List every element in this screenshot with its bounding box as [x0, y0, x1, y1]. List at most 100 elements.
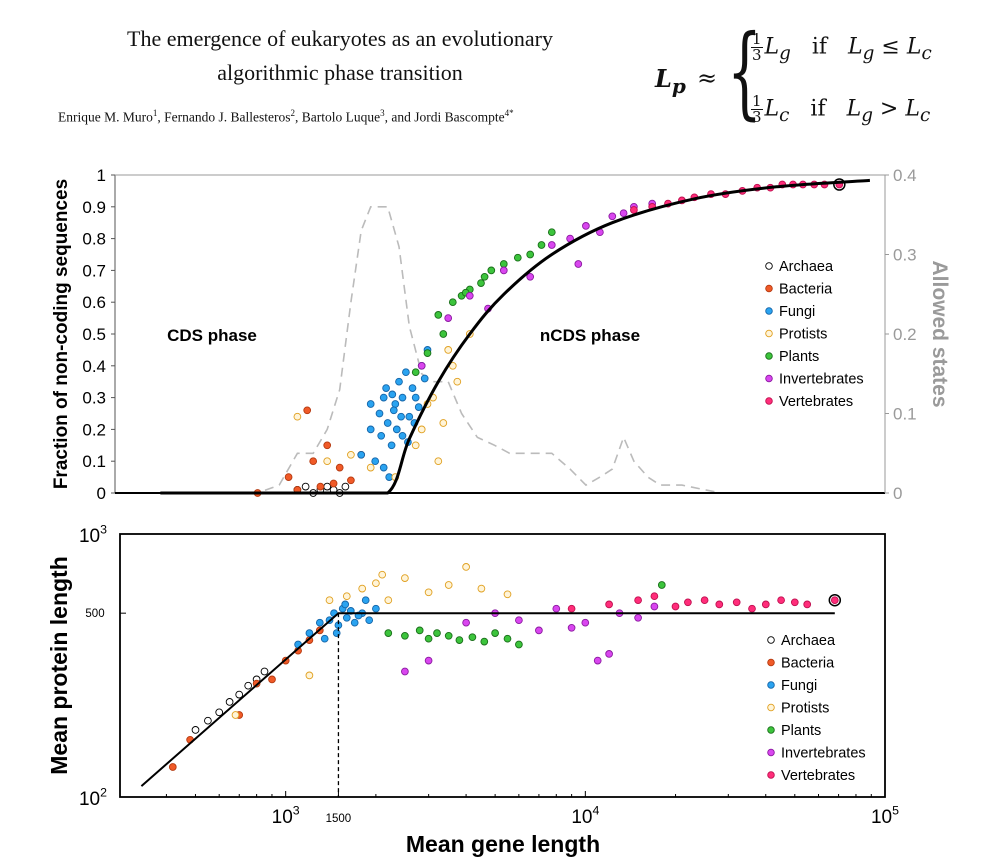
data-point-protists — [462, 563, 470, 571]
top-legend-label: Fungi — [779, 304, 815, 320]
data-point-plants — [537, 241, 546, 249]
case2-op: > — [879, 96, 899, 122]
top-legend-marker — [765, 352, 773, 360]
top-ytick-label: 0.7 — [82, 261, 106, 280]
bottom-x-axis-label: Mean gene length — [406, 831, 600, 857]
data-point-vertebrates — [671, 602, 680, 611]
top-y2tick-label: 0.2 — [893, 325, 917, 344]
data-point-invertebrates — [574, 260, 583, 268]
data-point-vertebrates — [700, 596, 709, 605]
bottom-legend-label: Plants — [781, 723, 821, 739]
data-point-invertebrates — [424, 656, 433, 665]
data-point-fungi — [387, 441, 396, 450]
case1-cond-sub: g — [862, 42, 875, 64]
data-point-archaea — [225, 698, 234, 706]
data-point-vertebrates — [761, 600, 770, 609]
data-point-fungi — [388, 390, 397, 399]
highlight-marker — [828, 593, 842, 607]
data-point-bacteria — [316, 482, 325, 491]
author-separator: , and — [384, 109, 415, 125]
data-point-fungi — [377, 431, 386, 440]
bottom-legend-label: Fungi — [781, 678, 817, 694]
formula-brace: { — [727, 13, 762, 130]
case2-rhs: L — [905, 96, 920, 122]
data-point-fungi — [365, 616, 374, 625]
data-point-protists — [444, 581, 453, 589]
series-invertebrates — [401, 602, 659, 676]
data-point-protists — [434, 457, 443, 466]
data-point-fungi — [372, 604, 380, 613]
data-point-vertebrates — [650, 592, 659, 601]
case1-sub: g — [779, 42, 791, 64]
data-point-fungi — [389, 406, 398, 415]
data-point-bacteria — [323, 441, 332, 450]
top-y-axis-label: Fraction of non-coding sequences — [51, 179, 72, 489]
case2-den: 3 — [752, 108, 762, 126]
data-point-plants — [480, 637, 489, 646]
bottom-legend-marker — [767, 726, 775, 734]
data-point-bacteria — [284, 473, 293, 481]
data-point-plants — [480, 272, 489, 281]
data-point-fungi — [395, 377, 403, 386]
data-point-archaea — [191, 726, 200, 734]
data-point-fungi — [408, 384, 417, 392]
data-point-protists — [358, 584, 367, 593]
data-point-protists — [293, 412, 302, 421]
model-curve — [160, 178, 871, 495]
data-point-fungi — [411, 393, 420, 402]
data-point-invertebrates — [444, 314, 453, 322]
top-legend-marker — [765, 307, 773, 315]
top-ytick-label: 0 — [97, 484, 106, 503]
data-point-plants — [499, 260, 508, 268]
data-point-plants — [491, 629, 499, 637]
data-point-plants — [401, 631, 409, 640]
annotation-cds-phase: CDS phase — [167, 326, 257, 345]
data-point-plants — [455, 636, 464, 644]
data-point-fungi — [366, 400, 375, 408]
title-line-2: algorithmic phase transition — [217, 60, 463, 85]
data-point-plants — [423, 349, 432, 357]
data-point-fungi — [320, 634, 329, 643]
data-point-vertebrates — [748, 604, 756, 613]
top-legend-marker — [765, 284, 773, 293]
data-point-plants — [477, 279, 485, 287]
data-point-vertebrates — [715, 600, 724, 609]
series-bacteria — [168, 626, 324, 771]
data-point-protists — [477, 584, 486, 593]
data-point-plants — [547, 228, 556, 237]
case2-var: L — [764, 96, 780, 122]
data-point-plants — [513, 253, 522, 262]
case1-op: ≤ — [881, 34, 900, 60]
formula-approx: ≈ — [697, 64, 718, 92]
bottom-ytick-label: 102 — [79, 785, 107, 810]
annotation-ncds-phase: nCDS phase — [540, 326, 640, 345]
top-y2-axis-label: Allowed states — [928, 260, 951, 407]
series-vertebrates — [567, 592, 839, 613]
data-point-protists — [444, 346, 453, 354]
data-point-fungi — [398, 431, 407, 440]
top-y2tick-label: 0.3 — [893, 246, 917, 265]
data-point-vertebrates — [790, 598, 799, 607]
data-point-invertebrates — [465, 291, 474, 300]
case1-num: 1 — [751, 30, 763, 48]
top-ytick-label: 0.6 — [82, 293, 106, 312]
data-point-plants — [487, 266, 496, 275]
data-point-invertebrates — [608, 212, 617, 221]
formula-lhs-symbol: L — [655, 64, 672, 93]
author-affiliation: 4* — [504, 108, 514, 118]
data-point-invertebrates — [526, 272, 535, 281]
top-legend-label: Plants — [779, 349, 819, 365]
top-legend-label: Invertebrates — [779, 372, 864, 388]
author-affiliation: 2 — [290, 108, 295, 118]
data-point-invertebrates — [650, 602, 659, 611]
top-legend-marker — [765, 262, 773, 270]
top-legend-marker — [765, 329, 773, 338]
data-point-vertebrates — [630, 206, 638, 214]
series-vertebrates — [630, 180, 844, 214]
top-legend-marker — [765, 397, 773, 405]
data-point-protists — [439, 419, 448, 427]
author: Bartolo Luque — [301, 109, 381, 125]
data-point-fungi — [405, 412, 414, 421]
